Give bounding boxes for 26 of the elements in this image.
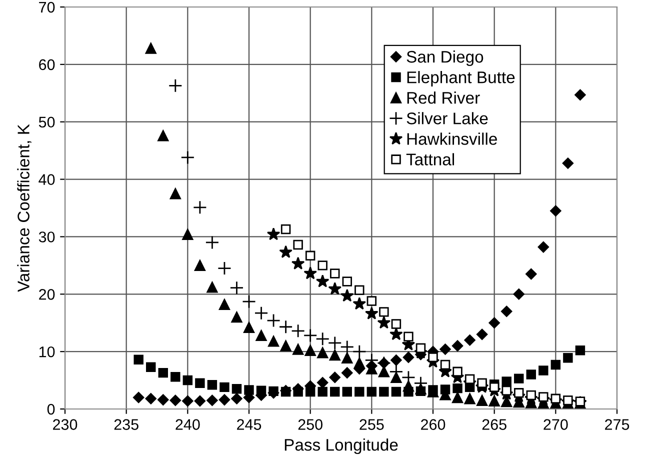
y-axis-title: Variance Coefficient, K	[17, 124, 32, 292]
x-tick-label: 235	[114, 419, 138, 430]
x-tick-label: 270	[544, 419, 568, 430]
x-tick-label: 275	[605, 419, 630, 430]
y-tick-label: 70	[39, 2, 55, 13]
legend-label: Hawkinsville	[407, 132, 497, 145]
x-tick-label: 240	[176, 419, 200, 430]
y-tick-label: 20	[39, 289, 55, 300]
y-tick-label: 30	[38, 232, 55, 242]
y-tick-label: 10	[39, 346, 55, 358]
x-tick-label: 255	[360, 419, 384, 430]
y-tick-label: 60	[39, 59, 55, 70]
x-tick-label: 250	[298, 419, 322, 430]
y-tick-label: 40	[38, 174, 55, 185]
x-tick-label: 260	[421, 419, 446, 430]
legend-label: Elephant Butte	[407, 71, 515, 87]
legend-label: Tattnal	[406, 153, 454, 166]
x-axis-title: Pass Longitude	[284, 438, 398, 454]
legend-label: Silver Lake	[406, 112, 488, 124]
x-tick-label: 245	[237, 419, 262, 430]
x-tick-label: 230	[53, 419, 78, 430]
legend-label: Red River	[407, 92, 480, 104]
y-tick-label: 0	[47, 404, 55, 415]
legend-label: San Diego	[406, 50, 484, 66]
y-tick-label: 50	[38, 116, 55, 128]
x-tick-label: 265	[482, 419, 506, 430]
